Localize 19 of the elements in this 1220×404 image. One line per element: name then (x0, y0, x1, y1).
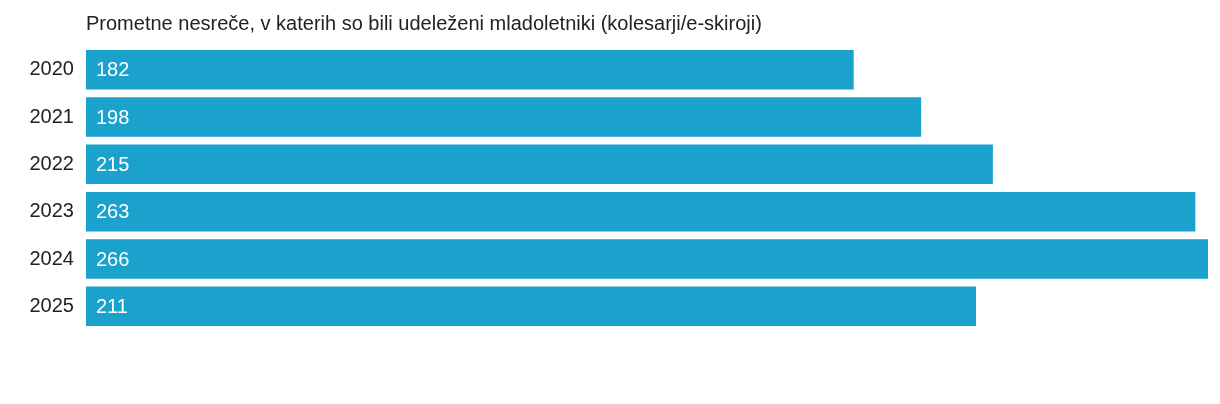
bar (86, 286, 977, 327)
data-label: 215 (96, 152, 130, 175)
y-tick-label: 2023 (29, 199, 74, 222)
y-tick-label: 2024 (29, 246, 74, 269)
y-tick-label: 2021 (29, 104, 74, 127)
y-tick-label: 2022 (29, 151, 74, 174)
chart-title: Prometne nesreče, v katerih so bili udeleženi mladoletniki (kolesarji/e-skiroji) (86, 12, 762, 35)
data-label: 266 (96, 247, 130, 270)
y-tick-label: 2025 (29, 293, 74, 316)
data-label: 198 (96, 105, 130, 128)
bar (86, 49, 854, 90)
data-label: 263 (96, 200, 130, 223)
bar (86, 239, 1208, 279)
y-tick-label: 2020 (29, 57, 74, 80)
data-label: 182 (96, 58, 130, 81)
bar (86, 144, 993, 185)
data-label: 211 (96, 294, 128, 317)
bar (86, 191, 1196, 232)
bar (86, 97, 922, 137)
